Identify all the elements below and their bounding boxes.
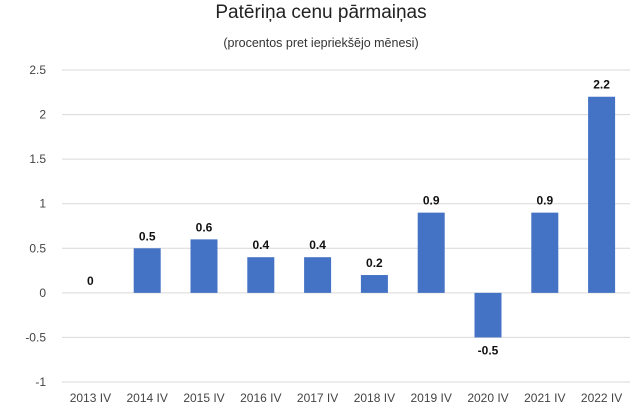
x-tick-label: 2021 IV [524, 391, 565, 405]
data-label: 0.4 [252, 238, 269, 252]
bar [190, 239, 218, 293]
x-tick-label: 2022 IV [581, 391, 622, 405]
bars [133, 96, 616, 338]
y-tick-label: 2.5 [29, 63, 46, 77]
x-tick-label: 2014 IV [127, 391, 168, 405]
data-label: 0.5 [139, 229, 156, 243]
y-tick-label: 1 [39, 197, 46, 211]
x-tick-label: 2019 IV [411, 391, 452, 405]
chart-subtitle: (procentos pret iepriekšējo mēnesi) [223, 36, 419, 50]
x-tick-label: 2017 IV [297, 391, 338, 405]
y-axis: 2.5 2 1.5 1 0.5 0 -0.5 -1 [25, 63, 46, 389]
data-label: 0.2 [366, 256, 383, 270]
bar [360, 275, 388, 293]
bar [304, 257, 332, 293]
y-tick-label: 0.5 [29, 241, 46, 255]
y-tick-label: 0 [39, 286, 46, 300]
bar [247, 257, 275, 293]
chart-title: Patēriņa cenu pārmaiņas [215, 2, 427, 23]
data-label: 2.2 [593, 78, 610, 92]
data-label: 0 [87, 274, 94, 288]
x-tick-label: 2015 IV [183, 391, 224, 405]
y-tick-label: 1.5 [29, 152, 46, 166]
data-label: 0.9 [536, 194, 553, 208]
y-tick-label: 2 [39, 108, 46, 122]
x-tick-label: 2020 IV [467, 391, 508, 405]
x-tick-label: 2018 IV [354, 391, 395, 405]
data-label: 0.4 [309, 238, 326, 252]
data-labels: 0 0.5 0.6 0.4 0.4 0.2 0.9 -0.5 0.9 2.2 [87, 78, 610, 358]
bar [588, 96, 616, 293]
data-label: -0.5 [478, 343, 499, 357]
y-tick-label: -1 [35, 375, 46, 389]
x-tick-label: 2013 IV [70, 391, 111, 405]
x-axis: 2013 IV 2014 IV 2015 IV 2016 IV 2017 IV 2018 … [70, 391, 623, 405]
bar [133, 248, 161, 293]
bar [417, 212, 445, 293]
bar [531, 212, 559, 293]
bar [474, 292, 502, 338]
data-label: 0.6 [196, 220, 213, 234]
y-tick-label: -0.5 [25, 330, 46, 344]
data-label: 0.9 [423, 194, 440, 208]
x-tick-label: 2016 IV [240, 391, 281, 405]
